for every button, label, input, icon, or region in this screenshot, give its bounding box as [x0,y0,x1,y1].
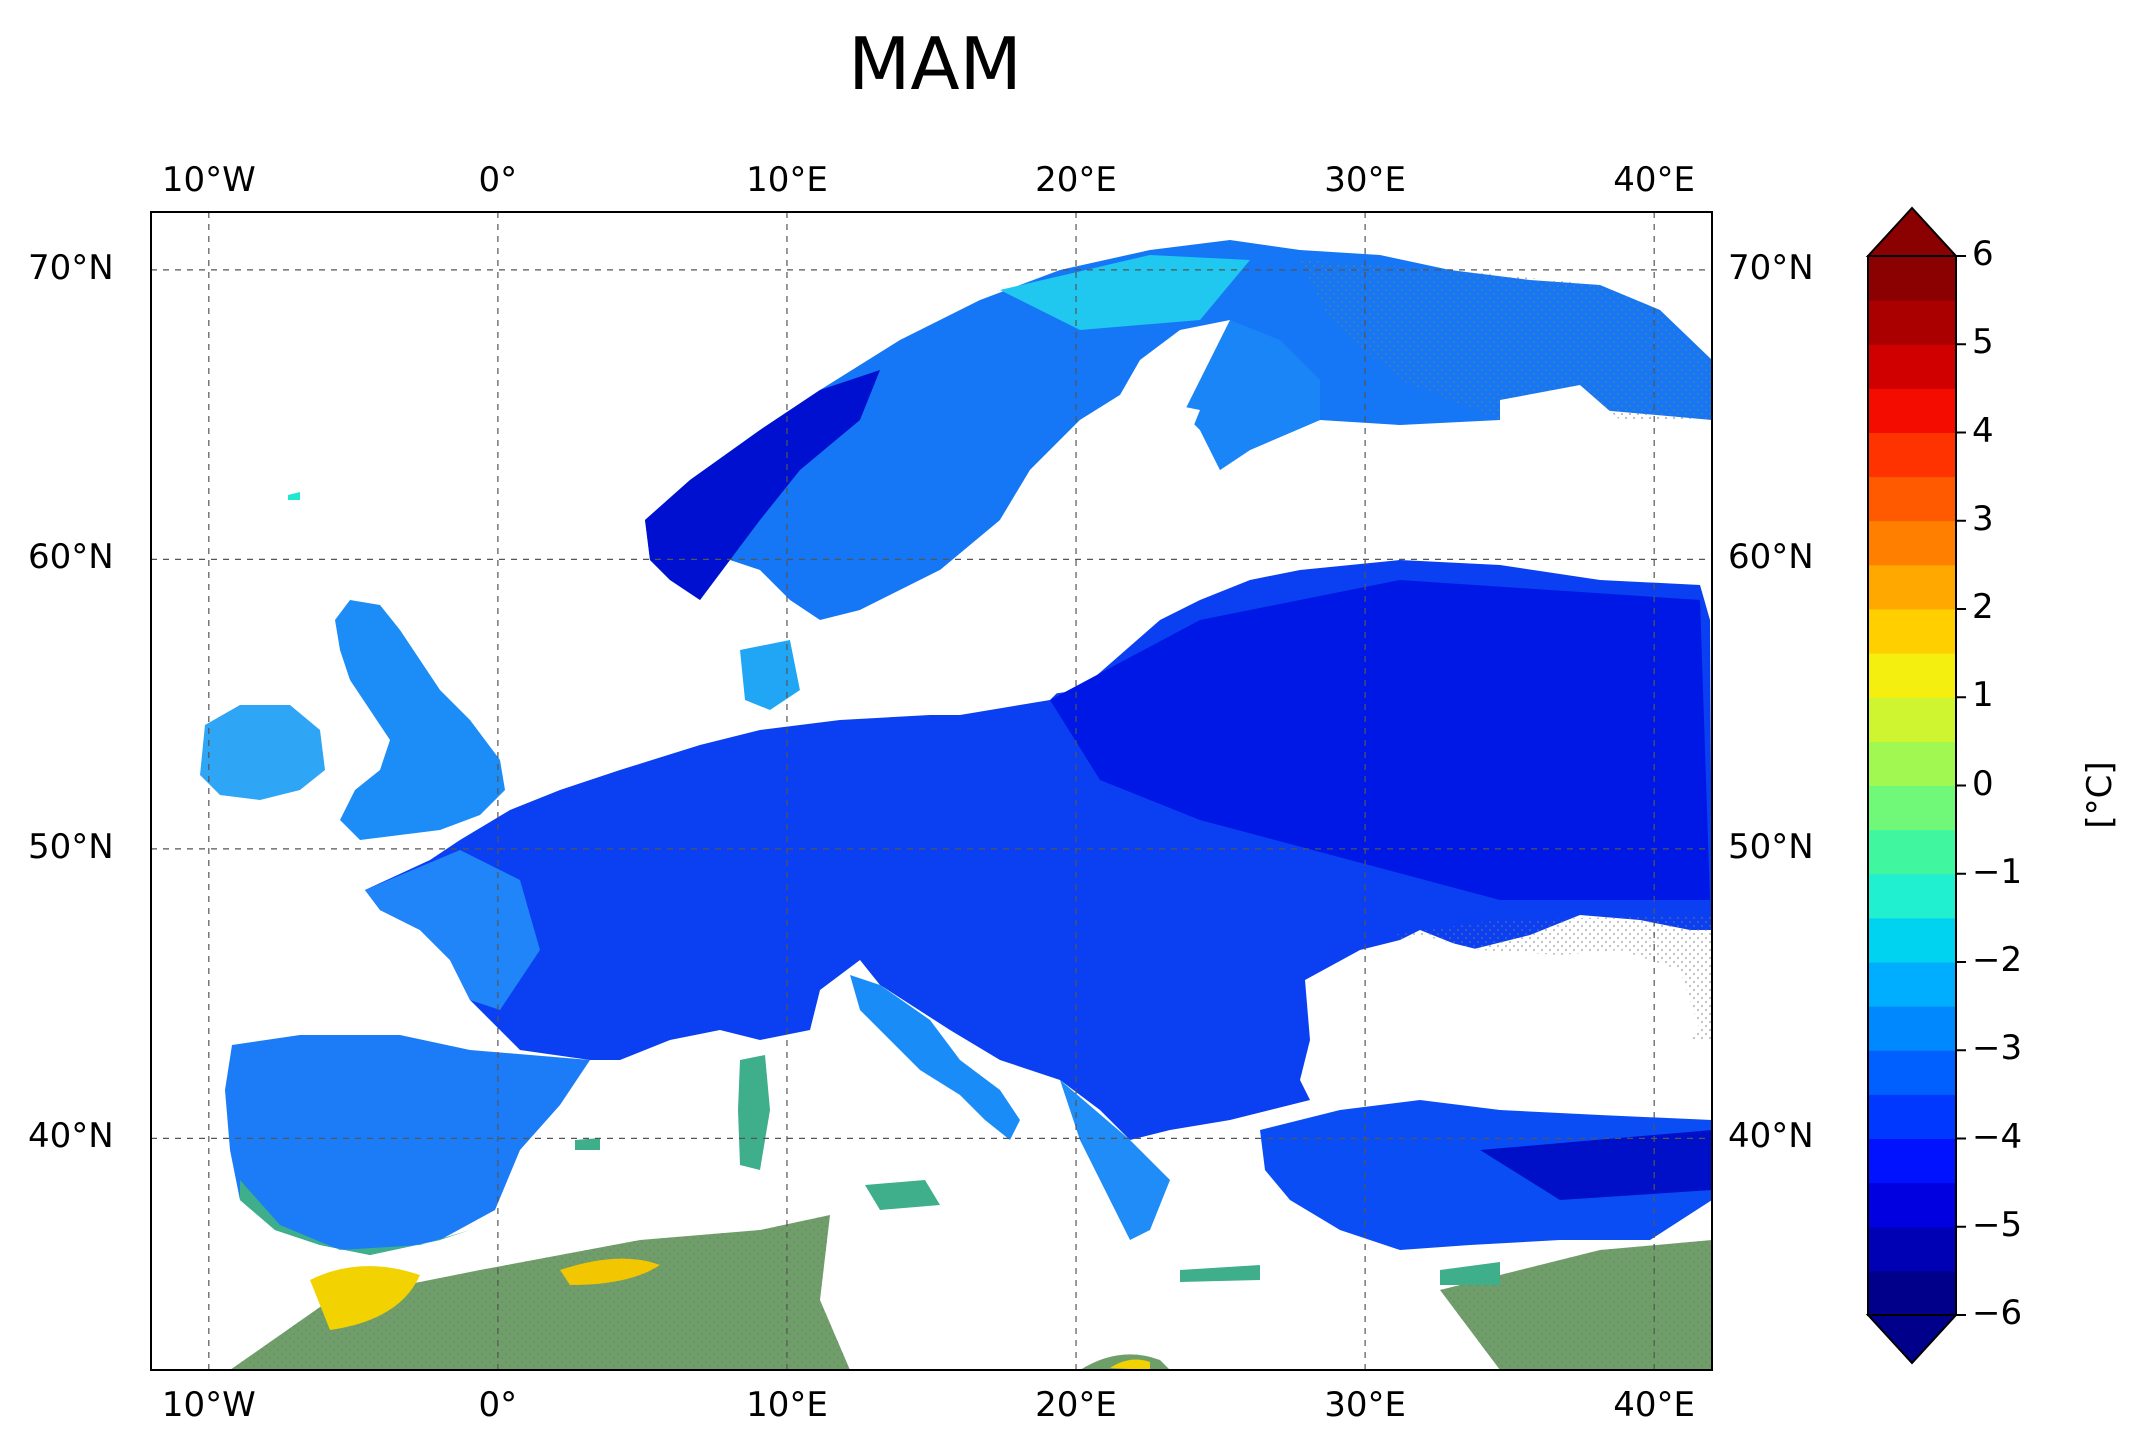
y-tick-label-left: 40°N [28,1116,114,1157]
colorbar [1865,206,1966,1365]
colorbar-extend-max [1865,206,1959,257]
colorbar-tick-label: −4 [1972,1116,2023,1157]
cyprus [1440,1262,1500,1285]
colorbar-tick-label: −2 [1972,940,2023,980]
balkans-land [1060,1080,1170,1240]
colorbar-segment [1868,1006,1956,1051]
kola-stipple [1300,260,1712,420]
x-tick-label-top: 10°W [161,160,256,200]
y-tick-label-left: 60°N [28,537,114,578]
near-east-stipple [1440,1240,1712,1370]
colorbar-tick-label: 1 [1972,675,1994,716]
colorbar-segment [1868,300,1956,345]
ireland-land [200,705,325,800]
colorbar-segment [1868,873,1956,919]
atlas-warm-zone-2 [560,1258,660,1285]
y-tick-label-right: 60°N [1728,537,1814,578]
colorbar-extend-min [1865,1314,1959,1365]
crete [1180,1265,1260,1282]
turkey-deep [1480,1130,1712,1200]
map-title: MAM [848,22,1022,106]
eastern-europe-deep [1050,580,1710,900]
colorbar-segment [1868,476,1956,522]
x-tick-label-top: 20°E [1035,160,1117,200]
turkey-land [1260,1100,1712,1250]
iberia-land [225,1035,590,1255]
colorbar-segment [1868,917,1956,963]
colorbar-tick-label: 5 [1972,322,1994,363]
colorbar-tick-label: 3 [1972,498,1994,539]
y-tick-label-right: 70°N [1728,247,1814,288]
faroe-island [288,492,300,500]
x-tick-label-bottom: 20°E [1035,1385,1117,1425]
colorbar-segment [1868,1182,1956,1228]
temperature-field [200,240,1712,1370]
colorbar-segment [1868,564,1956,610]
colorbar-segment [1868,1226,1956,1272]
colorbar-unit-label: [°C] [2080,761,2120,829]
colorbar-segment [1868,741,1956,786]
y-tick-label-left: 50°N [28,826,114,867]
black-sea [1305,935,1700,1090]
x-tick-label-bottom: 10°E [746,1385,828,1425]
water-bodies [790,320,1700,1090]
colorbar-tick-label: −1 [1972,851,2023,892]
colorbar-segment [1868,829,1956,875]
colorbar-segment [1868,388,1956,433]
balearic [575,1138,600,1150]
colorbar-segment [1868,1094,1956,1139]
y-tick-label-right: 40°N [1728,1116,1814,1157]
y-tick-label-left: 70°N [28,247,114,288]
x-tick-label-top: 0° [478,160,518,200]
atlas-warm-zone [310,1266,420,1330]
colorbar-tick-label: −3 [1972,1028,2023,1069]
y-tick-label-right: 50°N [1728,826,1814,867]
lapland-cyan [1000,255,1250,330]
colorbar-tick-label: −5 [1972,1204,2023,1245]
colorbar-segment [1868,344,1956,389]
colorbar-segment [1868,609,1956,654]
colorbar-segment [1868,1270,1956,1316]
x-tick-label-bottom: 40°E [1613,1385,1696,1425]
sicily [865,1180,940,1210]
x-tick-label-bottom: 0° [478,1385,518,1425]
grid-lines [151,212,1712,1370]
colorbar-tick-label: 4 [1972,410,1994,451]
colorbar-segment [1868,697,1956,742]
colorbar-tick-label: 6 [1972,234,1994,274]
libya-warm [1110,1359,1150,1370]
great-britain-land [335,600,505,840]
colorbar-segment [1868,432,1956,478]
x-tick-label-top: 10°E [746,160,828,200]
france-light [365,850,540,1010]
colorbar-segment [1868,1050,1956,1095]
gulf-of-bothnia [1050,400,1200,520]
plot-frame [150,211,1713,1371]
colorbar-segment [1868,653,1956,698]
colorbar-tick-label: −6 [1972,1293,2023,1333]
italy-land [850,975,1020,1140]
colorbar-segment [1868,785,1956,831]
denmark-land [740,640,800,710]
north-africa-stipple [230,1215,850,1370]
x-tick-label-bottom: 10°W [161,1385,256,1425]
colorbar-segment [1868,520,1956,566]
colorbar-segment [1868,256,1956,301]
colorbar-segment [1868,1138,1956,1184]
x-tick-label-bottom: 30°E [1324,1385,1406,1425]
x-tick-label-top: 30°E [1324,160,1406,200]
corsica-sardinia [738,1055,770,1170]
x-tick-label-top: 40°E [1613,160,1696,200]
iberia-coast-warm [240,1180,470,1255]
white-sea [1500,385,1620,440]
colorbar-tick-label: 2 [1972,587,1994,627]
norway-deep [645,370,880,600]
colorbar-tick-label: 0 [1972,763,1994,804]
colorbar-segment [1868,962,1956,1007]
